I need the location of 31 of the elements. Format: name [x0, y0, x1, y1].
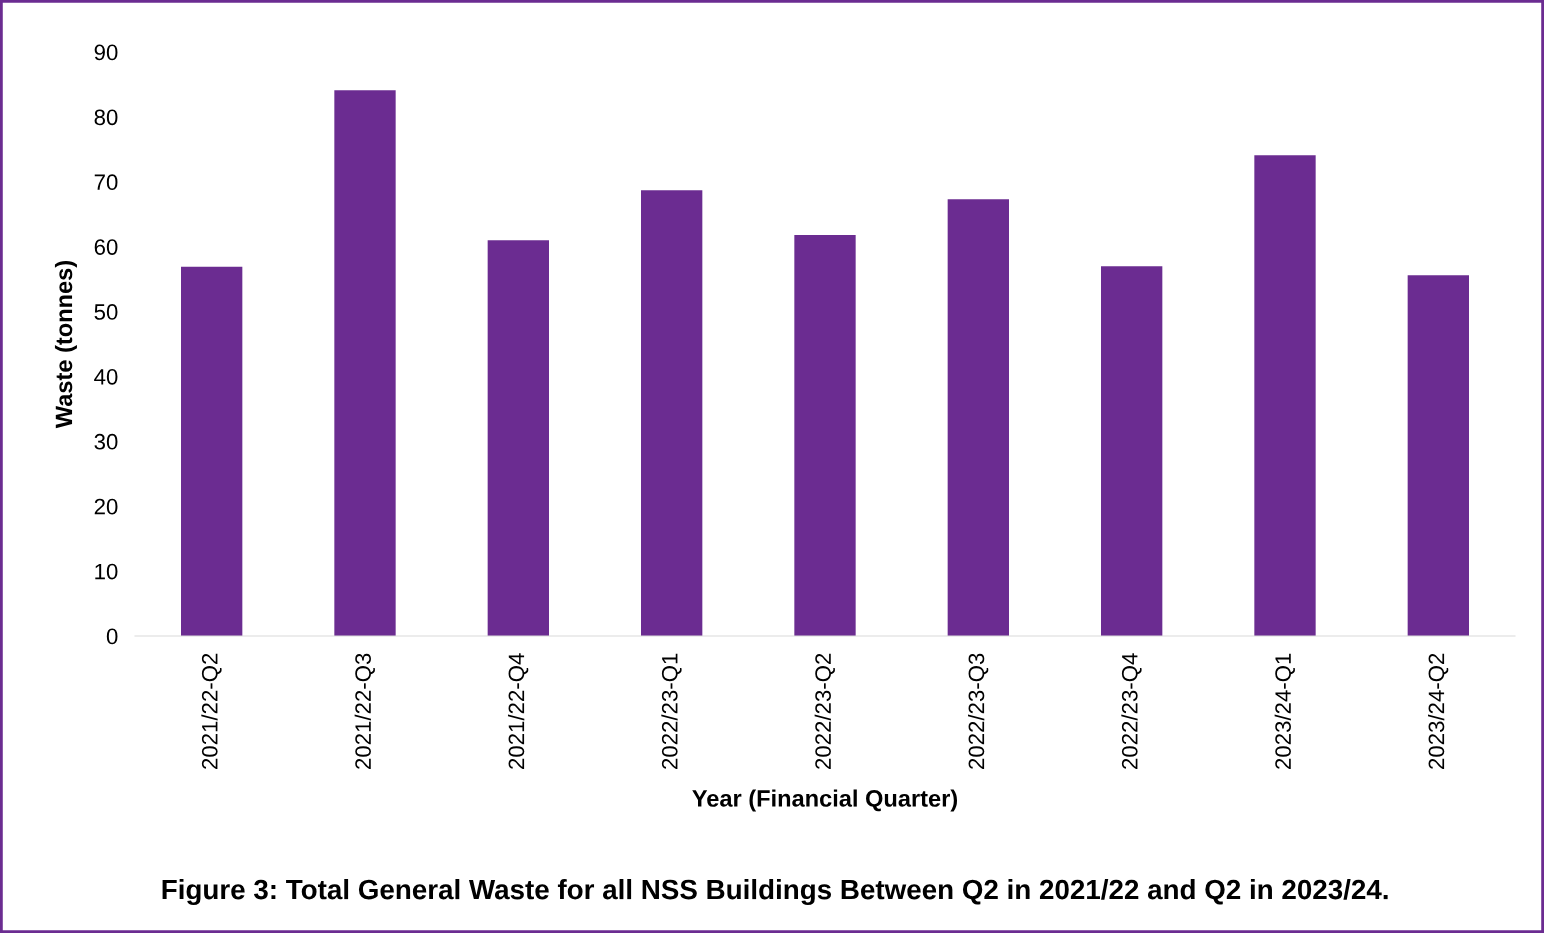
- y-tick-label: 0: [106, 628, 118, 645]
- bar: [487, 240, 549, 636]
- x-tick-label: 2021/22-Q3: [354, 653, 375, 769]
- x-tick-label: 2022/23-Q4: [1121, 653, 1142, 769]
- x-tick-label: 2021/22-Q4: [507, 653, 529, 769]
- bar: [1407, 275, 1469, 636]
- y-axis-title: Waste (tonnes): [54, 261, 77, 429]
- x-tick-label: 2023/24-Q2: [1427, 653, 1449, 769]
- y-tick-label: 20: [94, 498, 118, 515]
- y-tick-label: 60: [94, 239, 118, 255]
- x-tick-label: 2022/23-Q1: [661, 653, 682, 769]
- bar: [947, 199, 1009, 636]
- bar: [794, 234, 856, 636]
- x-tick-label: 2023/24-Q1: [1274, 653, 1295, 769]
- x-tick-label: 2022/23-Q3: [967, 653, 989, 769]
- y-tick-label: 30: [94, 433, 118, 450]
- bar: [334, 90, 396, 636]
- x-tick-label: 2021/22-Q2: [201, 653, 222, 769]
- x-axis-title: Year (Financial Quarter): [692, 789, 958, 812]
- y-tick-label: 50: [94, 304, 118, 320]
- y-tick-label: 70: [94, 174, 118, 191]
- y-tick-label: 80: [94, 109, 118, 126]
- caption: Figure 3: Total General Waste for all NSS Buildings Between Q2 in 2021/22 and Q2 in 2023/24.: [162, 878, 1388, 906]
- bar: [1254, 155, 1316, 636]
- x-tick-label: 2022/23-Q2: [814, 653, 835, 769]
- y-tick-label: 90: [94, 44, 118, 61]
- bar: [641, 190, 703, 636]
- bar: [1101, 266, 1163, 636]
- bar: [181, 266, 243, 636]
- y-tick-label: 40: [94, 368, 118, 385]
- y-tick-label: 10: [95, 563, 118, 580]
